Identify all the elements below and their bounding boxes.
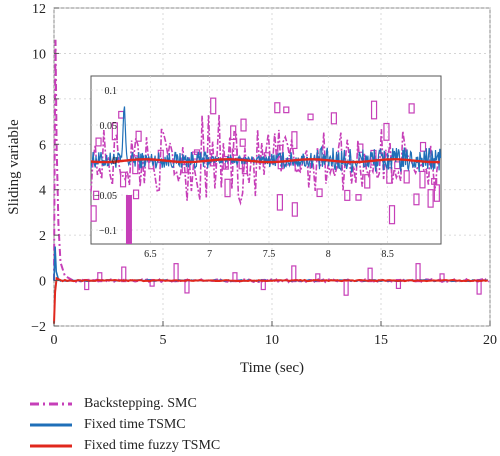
inset-backstepping-box-mark [408,103,415,114]
inset-x-tick-label: 7 [207,249,212,260]
inset-backstepping-box-mark [111,122,118,141]
y-tick-label: 10 [32,47,46,62]
inset-backstepping-box-mark [330,112,337,125]
legend-label-backstepping: Backstepping. SMC [84,395,197,411]
inset-x-tick-label: 8 [326,249,331,260]
inset-backstepping-box-mark [230,125,237,141]
inset-backstepping-box-mark [419,141,427,152]
inset-backstepping-box-mark [344,189,351,201]
inset-backstepping-dip-mark [125,195,132,244]
inset-backstepping-box-mark [210,97,217,115]
inset-x-tick-label: 6.5 [144,249,157,260]
inset-backstepping-box-mark [240,118,247,132]
inset-y-tick-label: −0.05 [94,191,117,202]
inset-backstepping-box-mark [383,122,390,141]
x-axis-label: Time (sec) [240,360,304,376]
legend-item-tsmc: Fixed time TSMC [30,414,220,435]
inset-backstepping-box-mark [413,193,420,206]
chart: 0 5 10 15 20 −2 0 2 4 6 8 10 12 6.5 7 7.5 8 8.5 0.1 0.05 0 −… [6,2,497,376]
series-fixed-time-fuzzy-tsmc-line [53,276,488,324]
inset-backstepping-box-mark [364,174,371,189]
inset-ticks: 6.5 7 7.5 8 8.5 0.1 0.05 0 −0.05 −0.1 [94,86,394,260]
inset-y-tick-label: 0 [112,156,117,167]
inset-y-tick-label: 0.1 [105,86,118,97]
inset-backstepping-box-mark [222,156,229,170]
inset-backstepping-box-mark [316,188,323,198]
inset-backstepping-box-mark [132,189,140,200]
x-tick-label: 20 [483,333,497,348]
legend-label-fuzzy-tsmc: Fixed time fuzzy TSMC [84,437,221,453]
inset-fixed-time-fuzzy-tsmc-line [90,158,440,164]
inset-backstepping-box-mark [119,171,127,188]
inset-backstepping-box-mark [90,205,97,222]
backstepping-spike-mark [315,273,321,283]
x-tick-label: 0 [51,333,58,348]
y-tick-label: −2 [31,320,46,335]
inset-backstepping-box-mark [419,170,426,189]
inset-series [90,97,442,244]
inset-backstepping-box-mark [388,205,396,225]
inset-backstepping-box-mark [370,149,377,166]
main-series [53,39,490,324]
inset-backstepping-box-mark [231,148,238,156]
inset-backstepping-box-mark [274,102,281,114]
legend-item-fuzzy-tsmc: Fixed time fuzzy TSMC [30,435,220,456]
inset-y-tick-label: 0.05 [100,121,118,132]
inset-x-tick-label: 7.5 [263,249,276,260]
inset-backstepping-box-mark [433,184,440,202]
inset-backstepping-box-mark [276,194,283,211]
legend-swatch-tsmc [30,423,72,426]
backstepping-spike-mark [97,272,103,283]
inset-backstepping-box-mark [307,113,314,121]
legend-swatch-backstepping [30,402,72,405]
inset-backstepping-box-mark [193,149,201,155]
inset-backstepping-box-mark [283,106,290,114]
inset-backstepping-box-mark [357,143,364,153]
inset-backstepping-box-mark [355,194,362,201]
legend-label-tsmc: Fixed time TSMC [84,416,186,432]
inset-backstepping-box-mark [132,155,139,175]
main-ticks: 0 5 10 15 20 −2 0 2 4 6 8 10 12 [31,2,497,348]
legend: Backstepping. SMC Fixed time TSMC Fixed … [30,393,220,456]
y-tick-label: 2 [39,229,46,244]
inset-backstepping-box-mark [224,178,231,198]
backstepping-spike-mark [395,278,402,289]
y-tick-label: 4 [39,184,46,199]
inset-backstepping-box-mark [427,189,434,208]
y-tick-label: 6 [39,138,46,153]
legend-swatch-fuzzy-tsmc [30,444,72,447]
inset-backstepping-box-mark [291,202,298,217]
inset-backstepping-box-mark [181,164,188,174]
y-axis-label: Sliding variable [6,119,22,215]
inset-backstepping-box-mark [431,178,438,185]
inset-x-tick-label: 8.5 [381,249,394,260]
y-tick-label: 8 [39,93,46,108]
x-tick-label: 15 [374,333,388,348]
y-tick-label: 12 [32,2,46,17]
inset-backstepping-box-mark [239,138,246,147]
y-tick-label: 0 [39,275,46,290]
backstepping-spike-mark [291,265,297,283]
inset-backstepping-box-mark [403,170,410,184]
backstepping-spike-mark [439,273,445,283]
inset-backstepping-box-mark [370,100,378,120]
inset-backstepping-box-mark [291,131,298,150]
x-tick-label: 10 [265,333,279,348]
inset-backstepping-box-mark [93,190,100,201]
inset-backstepping-box-mark [95,137,102,147]
inset-y-tick-label: −0.1 [99,226,117,237]
backstepping-spike-mark [367,267,373,283]
inset-backstepping-box-mark [135,130,142,142]
legend-item-backstepping: Backstepping. SMC [30,393,220,414]
x-tick-label: 5 [160,333,167,348]
backstepping-spike-mark [260,278,266,291]
backstepping-spike-mark [415,263,421,283]
